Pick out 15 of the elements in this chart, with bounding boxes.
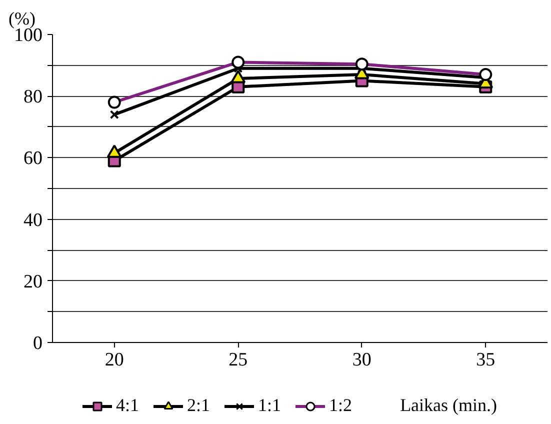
y-tick-label: 60 bbox=[24, 148, 42, 170]
y-axis-title: (%) bbox=[8, 8, 36, 28]
legend-label: 1:1 bbox=[258, 395, 282, 416]
legend-label: 4:1 bbox=[116, 395, 140, 416]
x-axis-title: Laikas (min.) bbox=[400, 395, 498, 416]
x-tick-label: 20 bbox=[104, 350, 124, 370]
legend-label: 1:2 bbox=[329, 395, 352, 416]
y-tick-label: 0 bbox=[33, 333, 42, 354]
x-tick-label: 35 bbox=[476, 350, 496, 370]
y-tick-label: 20 bbox=[24, 271, 42, 292]
x-tick-label: 30 bbox=[352, 350, 372, 370]
legend-label: 2:1 bbox=[187, 395, 210, 416]
y-tick-label: 80 bbox=[24, 86, 42, 108]
y-tick-label: 40 bbox=[24, 210, 42, 231]
x-tick-label: 25 bbox=[228, 350, 248, 370]
